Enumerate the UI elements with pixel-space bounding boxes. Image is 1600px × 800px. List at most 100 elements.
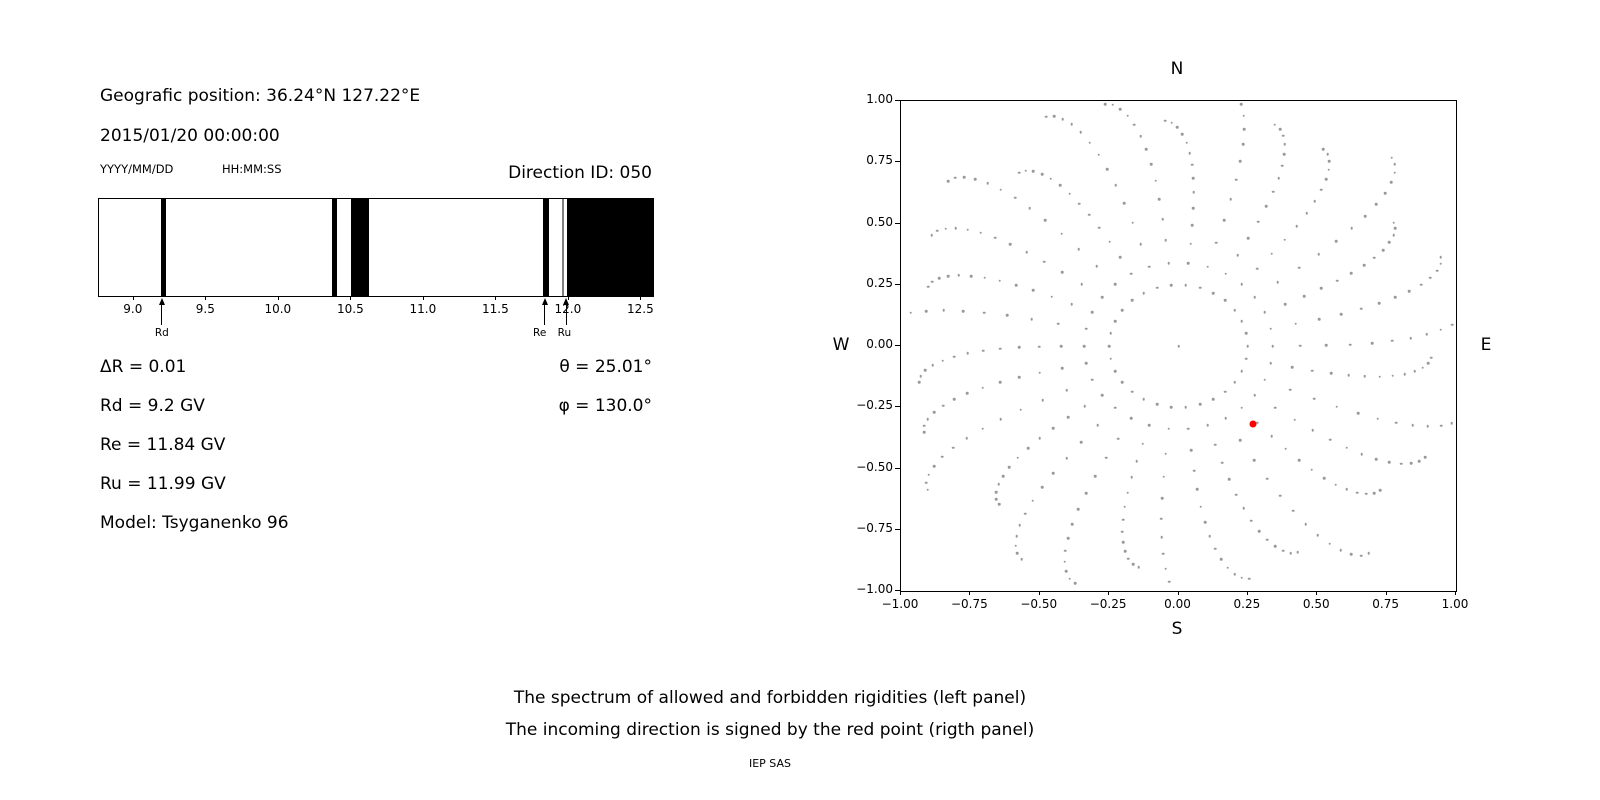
scatter-dot [1289, 551, 1292, 555]
scatter-dot [1253, 393, 1257, 397]
scatter-dot [1017, 346, 1021, 349]
scatter-dot [1096, 424, 1099, 427]
marker-arrow-rd [157, 298, 166, 325]
scatter-dot [1100, 295, 1104, 299]
spectrum-tick-label: 12.5 [627, 302, 654, 316]
scatter-dot [1273, 544, 1277, 548]
penumbra-line [562, 199, 565, 296]
scatter-y-tick-label: −1.00 [856, 582, 893, 596]
scatter-dot [1233, 572, 1236, 576]
spectrum-tick-label: 9.0 [123, 302, 143, 316]
scatter-dot [1100, 393, 1104, 397]
scatter-dot [1288, 388, 1292, 392]
scatter-dot [979, 231, 983, 235]
scatter-y-tick-mark [895, 467, 900, 469]
scatter-dot [1044, 115, 1048, 119]
scatter-dot [1339, 312, 1343, 316]
stat-rd: Rd = 9.2 GV [100, 396, 205, 416]
scatter-dot [1014, 544, 1018, 547]
scatter-dot [1065, 569, 1068, 573]
scatter-dot [1088, 141, 1092, 144]
scatter-x-tick-label: −0.75 [950, 597, 988, 611]
scatter-dot [1126, 114, 1129, 118]
scatter-y-tick-mark [895, 222, 900, 224]
scatter-dot [952, 446, 955, 449]
spectrum-tick-mark [205, 296, 207, 300]
scatter-dot [1335, 239, 1338, 243]
scatter-dot [1304, 522, 1307, 526]
scatter-dot [1378, 375, 1381, 378]
credit-text: IEP SAS [748, 757, 792, 770]
spectrum-tick-label: 10.0 [264, 302, 292, 316]
scatter-dot [941, 404, 945, 407]
scatter-dot [1320, 287, 1323, 290]
forbidden-band [567, 199, 653, 296]
scatter-dot [1327, 168, 1330, 171]
scatter-dot [1009, 242, 1012, 246]
scatter-dot [1176, 126, 1179, 129]
scatter-dot [1339, 548, 1343, 552]
scatter-dot [1149, 162, 1153, 166]
scatter-dot [1065, 388, 1068, 392]
scatter-dot [924, 481, 928, 485]
scatter-x-tick-mark [1316, 591, 1318, 595]
scatter-dot [983, 276, 987, 280]
scatter-y-tick-label: 0.50 [866, 214, 893, 229]
arrow-shaft [161, 305, 163, 325]
scatter-y-tick-label: 1.00 [866, 92, 893, 106]
phi-text: φ = 130.0° [558, 396, 652, 416]
scatter-dot [1163, 119, 1167, 123]
scatter-dot [1005, 314, 1009, 317]
scatter-dot [1208, 535, 1212, 538]
scatter-dot [1439, 328, 1442, 332]
scatter-dot [1084, 327, 1088, 330]
scatter-dot [966, 228, 969, 231]
scatter-dot [1060, 366, 1064, 370]
geo-position-text: Geografic position: 36.24°N 127.22°E [100, 86, 421, 106]
scatter-dot [1095, 264, 1098, 268]
scatter-dot [1293, 418, 1296, 422]
scatter-dot [1310, 369, 1314, 372]
scatter-dot [1131, 562, 1135, 566]
scatter-dot [1066, 416, 1070, 419]
scatter-dot [1345, 446, 1348, 450]
scatter-dot [1281, 549, 1285, 553]
scatter-dot [1094, 474, 1097, 478]
scatter-dot [1190, 163, 1194, 166]
scatter-dot [1360, 452, 1364, 456]
scatter-dot [1059, 344, 1063, 348]
scatter-dot [1373, 256, 1376, 259]
scatter-dot [1240, 102, 1243, 106]
scatter-dot [1227, 478, 1231, 481]
scatter-dot [1123, 505, 1127, 509]
scatter-dot [1423, 455, 1427, 459]
scatter-dot [931, 363, 935, 367]
forbidden-band [542, 199, 549, 296]
scatter-dot [1052, 114, 1056, 118]
scatter-dot [1419, 283, 1423, 286]
scatter-dot [1329, 371, 1333, 375]
scatter-dot [1126, 491, 1129, 494]
scatter-dot [1119, 255, 1122, 259]
scatter-dot [1392, 221, 1396, 224]
red-point [1249, 420, 1257, 428]
scatter-dot [1247, 236, 1250, 240]
scatter-dot [1108, 240, 1111, 244]
scatter-dot [1084, 362, 1088, 365]
scatter-dot [1198, 286, 1202, 290]
scatter-dot [1123, 549, 1127, 553]
scatter-dot [1107, 344, 1111, 348]
scatter-dot [1389, 181, 1393, 184]
scatter-dot [1008, 465, 1011, 469]
scatter-dot [966, 352, 970, 355]
scatter-dot [1077, 508, 1080, 511]
scatter-dot [1190, 224, 1194, 227]
scatter-dot [1091, 310, 1094, 314]
scatter-dot [981, 427, 984, 431]
scatter-dot [1284, 447, 1287, 451]
scatter-dot [1320, 188, 1323, 192]
scatter-dot [1391, 339, 1394, 343]
scatter-dot [993, 236, 997, 240]
scatter-dot [1169, 283, 1173, 287]
scatter-dot [1056, 322, 1060, 325]
